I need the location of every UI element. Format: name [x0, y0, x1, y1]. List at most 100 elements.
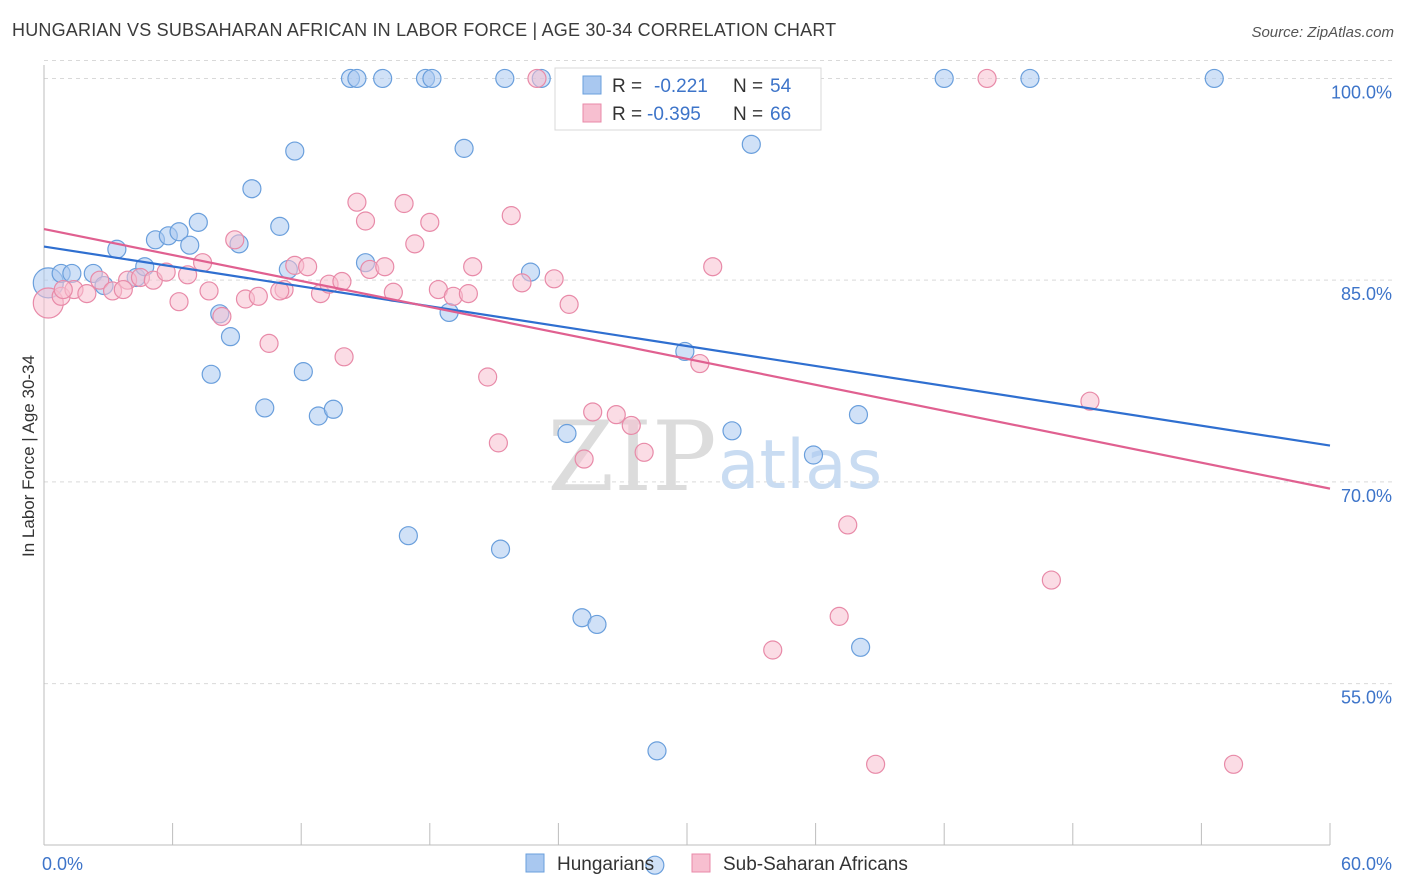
hungarians-point [285, 141, 305, 161]
africans-point [355, 211, 376, 231]
y-axis-label: In Labor Force | Age 30-34 [19, 355, 38, 557]
africans-point [169, 292, 189, 312]
hungarians-point [242, 179, 262, 199]
hungarians-swatch [582, 75, 602, 95]
hungarians-point [270, 216, 290, 236]
legend-swatch-africans [691, 853, 711, 873]
africans-point [866, 754, 886, 774]
stats-legend: R = -0.221 N = 54 R = -0.395 N = 66 [554, 67, 822, 131]
africans-point [829, 606, 849, 626]
africans-point [53, 279, 73, 300]
africans-point [334, 347, 354, 367]
hungarians-point [62, 263, 82, 284]
africans-point [212, 306, 232, 327]
hungarians-point [851, 637, 871, 657]
hungarians-point [398, 526, 418, 546]
africans-point [559, 294, 579, 314]
africans-point [583, 402, 603, 422]
y-tick-label: 55.0% [1341, 688, 1392, 708]
hungarians-point [587, 614, 607, 635]
africans-point [763, 640, 783, 660]
hungarians-point [323, 399, 343, 419]
legend-label-hungarians: Hungarians [557, 854, 654, 875]
africans-point [90, 270, 110, 290]
r-label: R = [612, 104, 642, 125]
africans-point [488, 433, 508, 453]
hungarians-point [373, 68, 393, 89]
africans-point [544, 269, 564, 289]
africans-point [259, 333, 279, 353]
hungarians-point [1020, 68, 1040, 89]
hungarians-point [848, 405, 869, 425]
hungarians-point [645, 855, 665, 875]
africans-trend-line [43, 227, 1331, 490]
hungarians-point [557, 423, 577, 444]
hungarians-point [1204, 68, 1224, 89]
hungarians-point [934, 68, 954, 89]
hungarians-point [803, 445, 824, 465]
hungarians-point [454, 138, 474, 158]
source-attribution: Source: ZipAtlas.com [1251, 24, 1394, 41]
r-value: -0.395 [647, 104, 701, 125]
y-tick-label: 85.0% [1341, 284, 1392, 304]
hungarians-point [220, 327, 241, 347]
hungarians-point [188, 212, 208, 232]
africans-point [1223, 754, 1244, 774]
y-tick-label: 70.0% [1341, 486, 1392, 506]
watermark-atlas: atlas [718, 426, 882, 505]
chart-title: HUNGARIAN VS SUBSAHARAN AFRICAN IN LABOR… [12, 20, 837, 40]
legend-label-africans: Sub-Saharan Africans [723, 854, 908, 875]
africans-point [225, 230, 245, 250]
legend-swatch-hungarians [525, 853, 545, 873]
africans-point [478, 367, 498, 387]
africans-point [248, 286, 268, 306]
africans-point [1080, 391, 1100, 411]
x-tick-label: 0.0% [42, 854, 83, 874]
hungarians-point [422, 68, 442, 89]
hungarians-trend-line [43, 245, 1331, 447]
hungarians-point [347, 68, 367, 89]
africans-point [298, 257, 318, 277]
africans-point [512, 273, 532, 293]
n-value: 54 [770, 76, 792, 97]
africans-point [1041, 570, 1061, 590]
africans-point [375, 257, 395, 277]
africans-point [463, 257, 483, 277]
x-tick-labels: 0.0% 60.0% [42, 854, 1392, 874]
africans-point [156, 262, 176, 282]
africans-point [621, 415, 641, 436]
hungarians-point [169, 222, 189, 242]
africans-point [574, 449, 594, 469]
africans-point [501, 206, 521, 226]
africans-point [405, 234, 425, 254]
africans-swatch [582, 103, 602, 123]
hungarians-point [293, 362, 313, 382]
africans-point [394, 193, 414, 214]
africans-point [838, 515, 858, 535]
axes [43, 65, 1331, 846]
watermark: ZIP atlas [547, 401, 882, 513]
gridlines [44, 59, 1392, 685]
y-tick-label: 100.0% [1331, 82, 1392, 102]
africans-point [606, 405, 626, 425]
hungarians-point [180, 235, 200, 255]
hungarians-point [647, 741, 667, 761]
hungarians-point [201, 364, 221, 384]
africans-point [634, 442, 654, 462]
hungarians-point [722, 421, 742, 441]
africans-point [77, 284, 97, 304]
r-value: -0.221 [654, 76, 708, 97]
africans-point [703, 257, 723, 277]
y-tick-labels: 55.0% 70.0% 85.0% 100.0% [1331, 82, 1392, 707]
africans-point [458, 284, 478, 304]
n-label: N = [733, 76, 763, 97]
africans-point [977, 68, 997, 89]
africans-point [332, 271, 352, 292]
r-label: R = [612, 76, 642, 97]
trend-lines [43, 227, 1331, 490]
hungarians-point [495, 68, 515, 89]
africans-point [527, 68, 547, 89]
series-legend: Hungarians Sub-Saharan Africans [525, 853, 908, 875]
hungarians-point [490, 539, 511, 559]
